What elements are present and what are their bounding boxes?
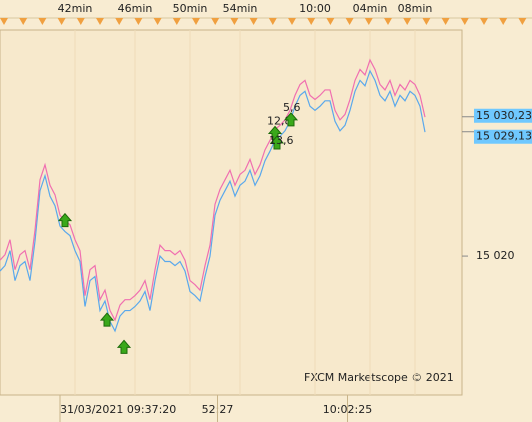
time-marker [480, 18, 488, 25]
time-marker [76, 18, 85, 25]
price-line [0, 69, 426, 333]
x-tick-label: 31/03/2021 09:37:20 [60, 403, 176, 416]
signal-label: 5,6 [283, 101, 301, 114]
time-marker [230, 18, 239, 25]
x-tick-label: 42min [58, 2, 93, 15]
price-label: 15 029,13 [476, 130, 532, 143]
time-marker [288, 18, 296, 25]
price-line [0, 58, 426, 322]
time-marker [326, 18, 335, 25]
price-box [474, 129, 532, 144]
time-marker [249, 18, 258, 25]
time-marker [172, 18, 181, 25]
time-marker [518, 18, 527, 25]
x-tick-label: 04min [353, 2, 388, 15]
time-marker [115, 18, 124, 25]
time-marker [403, 18, 412, 25]
signal-label: 12,8 [267, 115, 292, 128]
watermark: FXCM Marketscope © 2021 [304, 371, 454, 384]
signal-arrow [116, 339, 132, 354]
time-marker [192, 18, 200, 25]
signal-label: 13,6 [269, 134, 294, 147]
time-marker [211, 18, 220, 25]
x-tick-label: 46min [118, 2, 153, 15]
plot-area [0, 29, 463, 396]
time-marker [384, 18, 392, 25]
y-tick-label: 15 020 [476, 249, 515, 262]
time-marker [134, 18, 143, 25]
x-tick-label: 10:00 [299, 2, 331, 15]
time-marker [364, 18, 373, 25]
x-tick-label: 54min [223, 2, 258, 15]
signal-arrow [269, 135, 285, 150]
time-marker [441, 18, 450, 25]
time-marker [422, 18, 431, 25]
time-marker [153, 18, 162, 25]
price-label: 15 030,23 [476, 109, 532, 122]
time-marker [345, 18, 354, 25]
time-marker [57, 18, 66, 25]
time-marker [307, 18, 316, 25]
price-box [474, 108, 532, 123]
time-marker [96, 18, 104, 25]
time-marker [19, 18, 28, 25]
x-tick-label: 08min [398, 2, 433, 15]
signal-arrow [99, 312, 115, 327]
signal-arrow [283, 112, 299, 127]
signal-arrow [57, 212, 73, 228]
time-marker [499, 18, 508, 25]
time-marker [38, 18, 47, 25]
x-tick-label: 50min [173, 2, 208, 15]
time-marker [460, 18, 469, 25]
time-marker [268, 18, 277, 25]
time-marker [0, 18, 8, 25]
